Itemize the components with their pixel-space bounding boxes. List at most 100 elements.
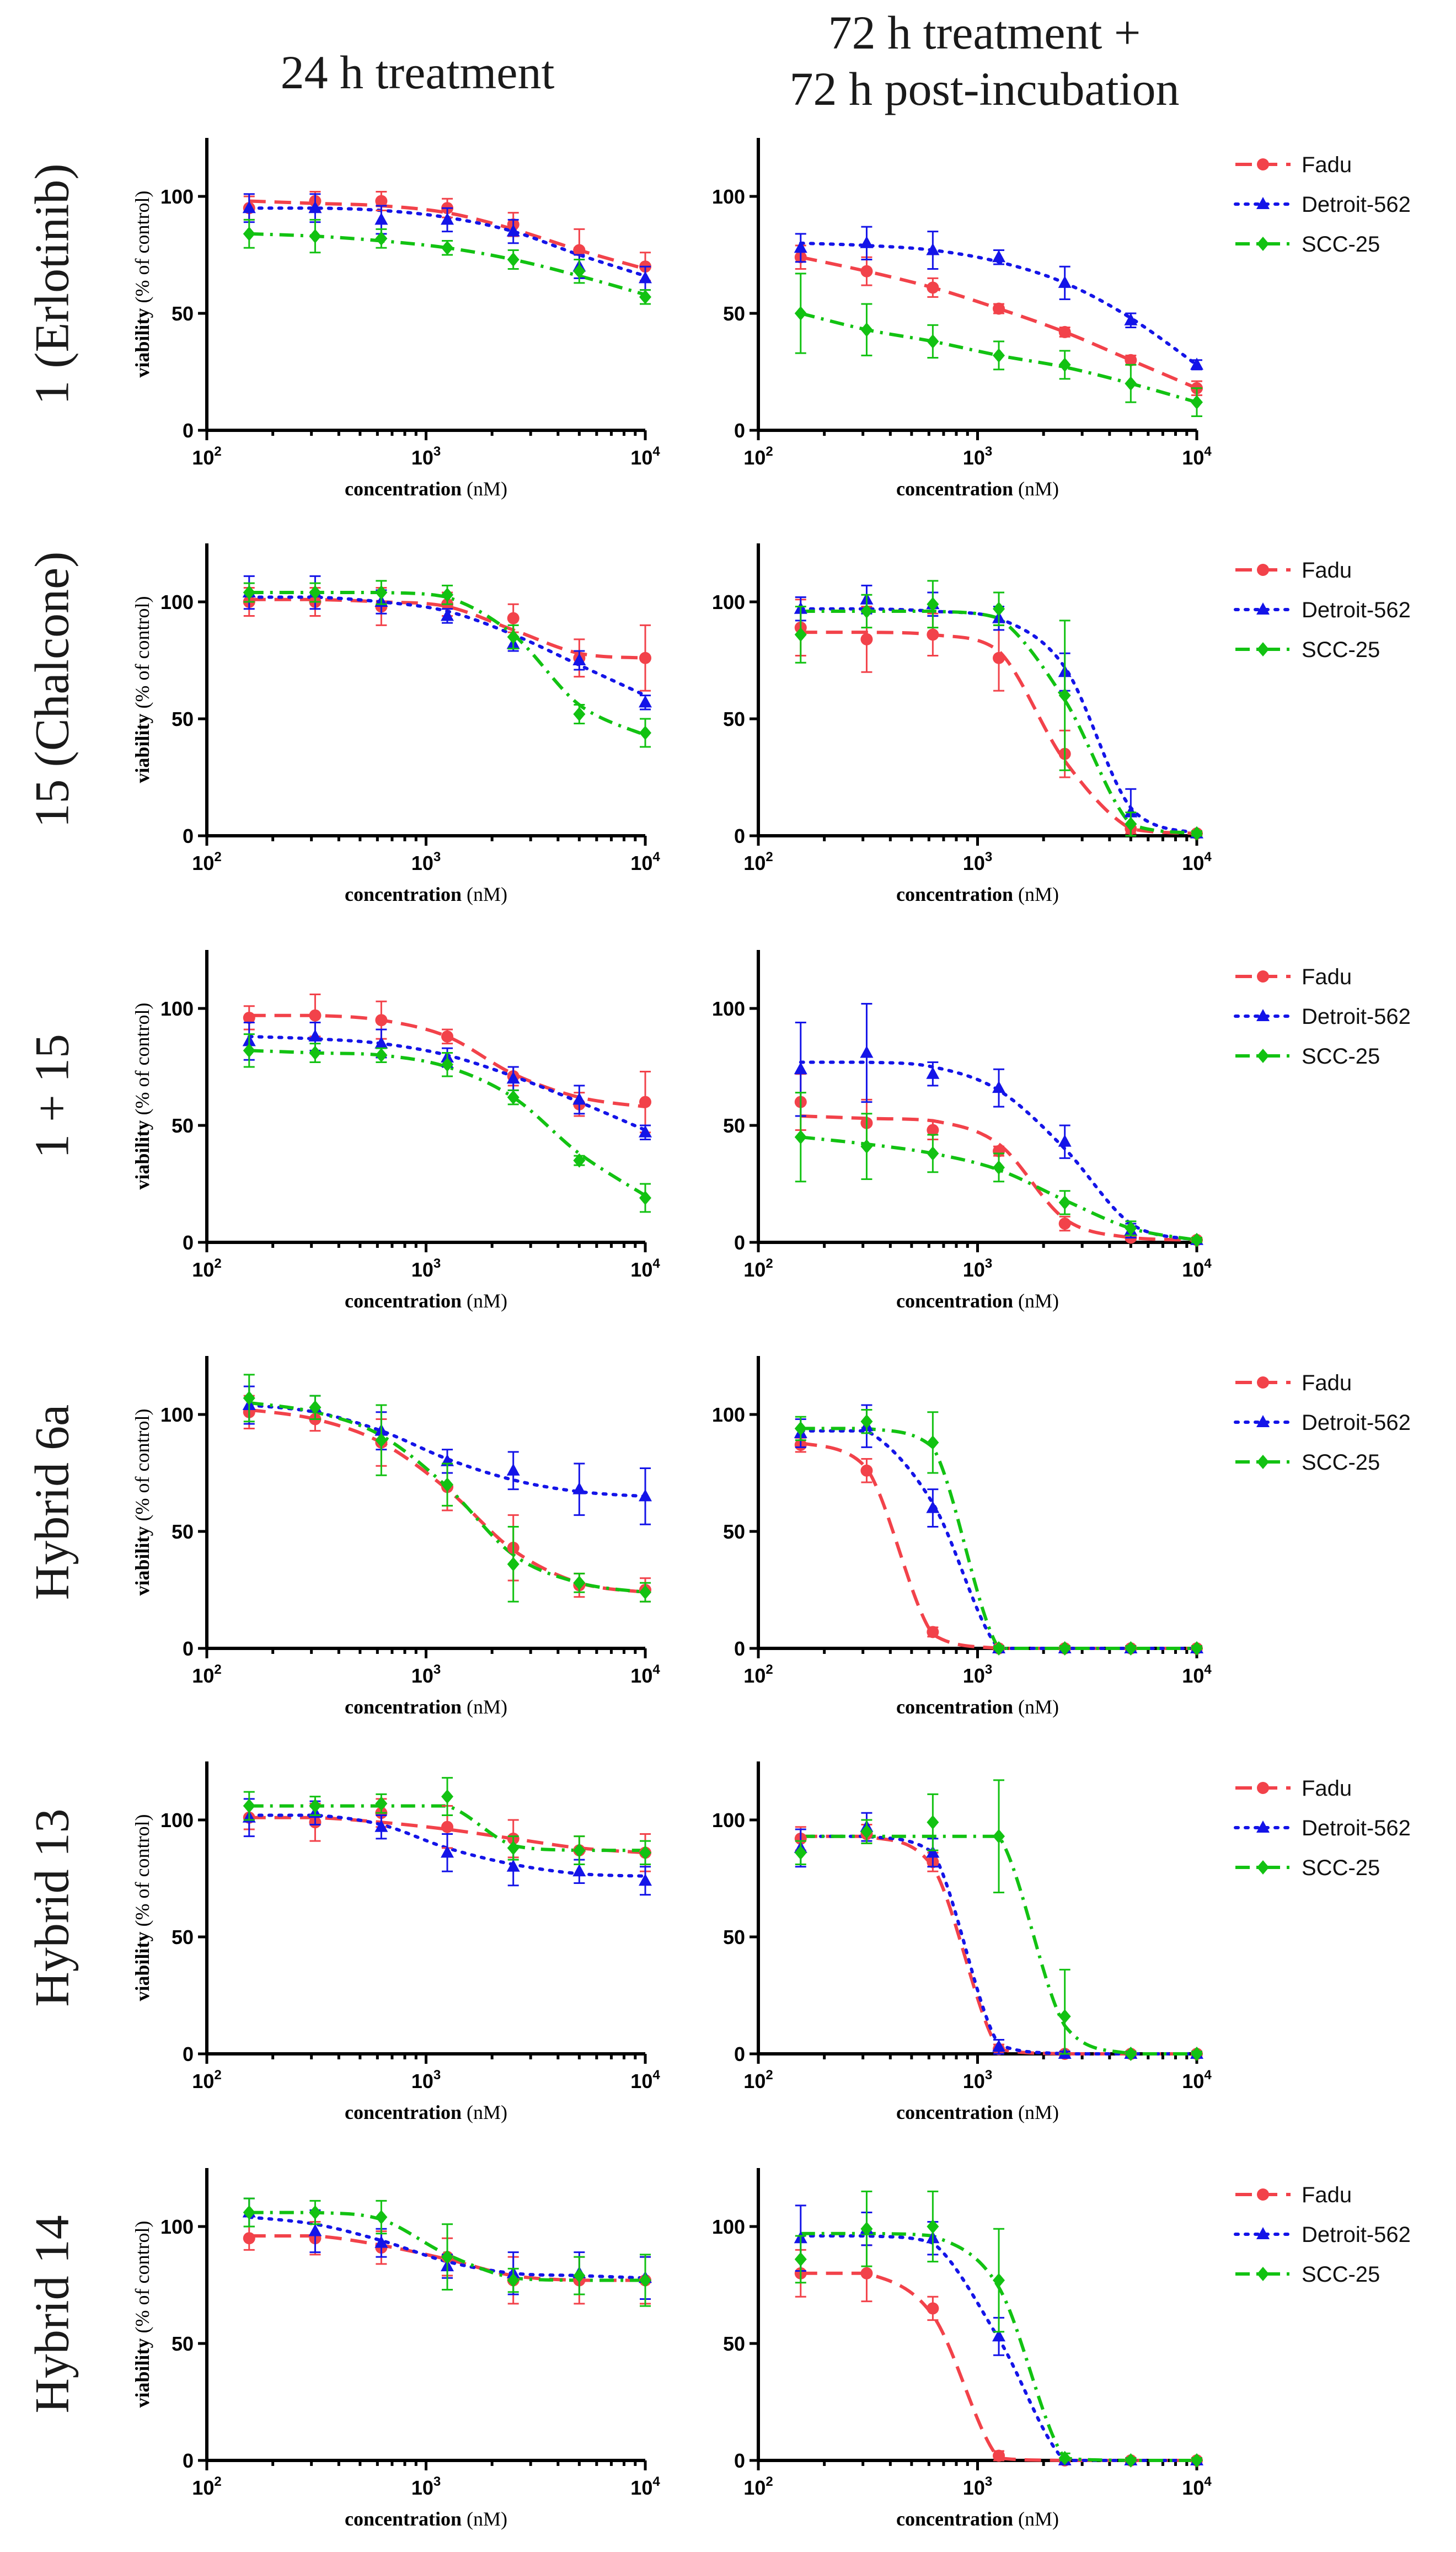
panel-4-x-tick-label-1e3: 103	[963, 850, 992, 874]
panel-6-fadu-pt5-marker	[1058, 1218, 1071, 1230]
panel-9-detroit-562-pt3-marker	[374, 1819, 388, 1832]
panel-9: 0 50 100 102 103 104 concentration (nM) viabili…	[26, 1761, 660, 2123]
panel-4-y-tick-label-50: 50	[723, 708, 745, 730]
panel-1-detroit-562-pt3-marker	[374, 212, 388, 225]
panel-6-y-tick-label-0: 0	[734, 1231, 745, 1254]
panel-10-scc-25-pt3-marker	[927, 1815, 939, 1830]
panel-1-detroit-562-pt4-marker	[441, 212, 454, 225]
panel-10-scc-25-pt2-marker	[860, 1824, 873, 1839]
panel-6-fadu-pt3-marker	[927, 1124, 939, 1136]
panel-3-y-tick-label-50: 50	[172, 708, 194, 730]
panel-11-detroit-562-pt2-marker	[308, 2224, 322, 2236]
panel-10-legend-scc-25-marker	[1257, 1860, 1269, 1875]
panel-2-fadu-pt5-marker	[1058, 325, 1071, 338]
panel-5: 0 50 100 102 103 104 concentration (nM) viabili…	[26, 950, 660, 1312]
panel-3-scc-25-pt3-marker	[375, 585, 388, 600]
panel-10-legend-fadu-marker	[1257, 1782, 1269, 1794]
panel-11-detroit-562-pt3-marker	[374, 2235, 388, 2248]
panel-8-legend-scc-25-label: SCC-25	[1302, 1450, 1380, 1475]
panel-11-scc-25-pt1-marker	[243, 2205, 255, 2220]
panel-4-legend-detroit-562-label: Detroit-562	[1302, 598, 1411, 622]
panel-12-legend-fadu-label: Fadu	[1302, 2183, 1352, 2207]
panel-2-y-tick-label-0: 0	[734, 419, 745, 442]
panel-4-scc-25-pt2-marker	[860, 604, 873, 618]
panel-8-detroit-562-pt3-marker	[926, 1501, 940, 1513]
col-title-72h-line1: 72 h treatment +	[828, 6, 1141, 59]
panel-5-fadu-pt7-marker	[639, 1096, 651, 1108]
panel-2-detroit-562-pt5-marker	[1058, 275, 1072, 288]
panel-6-legend-fadu-label: Fadu	[1302, 965, 1352, 989]
panel-12-x-tick-label-1e4: 104	[1182, 2474, 1212, 2499]
panel-5-scc-25-pt1-marker	[243, 1043, 255, 1058]
panel-4-legend-scc-25-marker	[1257, 642, 1269, 656]
panel-5-scc-25-pt5-marker	[507, 1090, 520, 1105]
panel-12-y-tick-label-100: 100	[712, 2215, 745, 2238]
panel-10-scc-25-pt7-marker	[1191, 2047, 1203, 2061]
panel-11-y-axis-title: viability (% of control)	[131, 2221, 153, 2408]
panel-12-scc-25-pt7-marker	[1191, 2453, 1203, 2468]
panel-1-y-tick-label-50: 50	[172, 302, 194, 325]
panel-7-scc-25-pt5-marker	[507, 1557, 520, 1572]
panel-11-scc-25-pt6-marker	[573, 2268, 586, 2283]
panel-7-y-tick-label-100: 100	[160, 1403, 194, 1426]
panel-5-fadu-pt4-marker	[441, 1030, 454, 1043]
panel-9-y-axis-title: viability (% of control)	[131, 1814, 153, 2001]
panel-2-x-tick-label-1e3: 103	[963, 444, 992, 469]
panel-9-detroit-562-pt5-marker	[506, 1859, 520, 1872]
panel-6-scc-25-pt7-marker	[1191, 1232, 1203, 1247]
panel-5-detroit-562-pt2-marker	[308, 1029, 322, 1042]
panel-1-scc-25-pt7-marker	[639, 290, 651, 305]
panel-2-scc-25-pt3-marker	[927, 334, 939, 349]
panel-2-scc-25-pt2-marker	[860, 322, 873, 337]
panel-5-fadu-pt2-marker	[309, 1009, 322, 1022]
panel-5-scc-25-pt4-marker	[441, 1057, 454, 1072]
panel-9-x-tick-label-1e3: 103	[411, 2068, 441, 2092]
panel-12-y-tick-label-0: 0	[734, 2449, 745, 2472]
panel-2-y-tick-label-50: 50	[723, 302, 745, 325]
panel-5-y-tick-label-100: 100	[160, 997, 194, 1020]
panel-6-y-tick-label-100: 100	[712, 997, 745, 1020]
panel-3-scc-25-pt2-marker	[309, 585, 322, 600]
panel-10-scc-25-pt6-marker	[1125, 2047, 1137, 2061]
panel-2-scc-25-pt4-marker	[993, 348, 1005, 363]
row-label-hybrid-13: Hybrid 13	[26, 1808, 79, 2006]
panel-10-x-tick-label-1e2: 102	[743, 2068, 773, 2092]
panel-10: 0 50 100 102 103 104 concentration (nM) Fadu Det…	[712, 1761, 1411, 2123]
panel-1-x-tick-label-1e3: 103	[411, 444, 441, 469]
panel-2-fadu-pt4-marker	[993, 302, 1005, 315]
panel-5-y-axis-title: viability (% of control)	[131, 1003, 153, 1190]
panel-12-x-tick-label-1e2: 102	[743, 2474, 773, 2499]
panel-7-x-tick-label-1e4: 104	[630, 1662, 660, 1687]
panel-12-x-tick-label-1e3: 103	[963, 2474, 992, 2499]
panel-6-scc-25-pt6-marker	[1125, 1221, 1137, 1236]
panel-12-legend-scc-25-label: SCC-25	[1302, 2262, 1380, 2287]
panel-2-y-tick-label-100: 100	[712, 185, 745, 208]
panel-7-detroit-562-pt5-marker	[506, 1463, 520, 1476]
panel-7-y-axis-title: viability (% of control)	[131, 1409, 153, 1596]
panel-7-scc-25-pt3-marker	[375, 1433, 388, 1448]
panel-11-scc-25-pt2-marker	[309, 2205, 322, 2220]
panel-7-scc-25-pt4-marker	[441, 1477, 454, 1492]
panel-6-scc-25-pt1-marker	[794, 1130, 807, 1145]
panel-6-detroit-562-pt5-marker	[1058, 1134, 1072, 1147]
panel-8-legend-fadu-marker	[1257, 1376, 1269, 1389]
panel-9-x-axis-title: concentration (nM)	[345, 2101, 507, 2123]
panel-4-fadu-pt4-marker	[993, 652, 1005, 664]
panel-10-y-tick-label-50: 50	[723, 1926, 745, 1948]
panel-2-detroit-562-pt6-marker	[1124, 313, 1138, 325]
panel-1-fadu-pt3-marker	[375, 195, 388, 207]
panel-12-legend-detroit-562-marker	[1256, 2227, 1270, 2239]
col-title-72h-line2: 72 h post-incubation	[789, 62, 1179, 115]
panel-11-scc-25-pt4-marker	[441, 2250, 454, 2265]
panel-6-detroit-562-pt3-marker	[926, 1066, 940, 1079]
panel-12-legend-detroit-562-label: Detroit-562	[1302, 2223, 1411, 2247]
panel-8-scc-25-pt6-marker	[1125, 1641, 1137, 1656]
panel-10-y-tick-label-0: 0	[734, 2043, 745, 2065]
panel-8-scc-25-pt5-marker	[1058, 1641, 1071, 1656]
panels-group: 0 50 100 102 103 104 concentration (nM) viabili…	[26, 138, 1411, 2530]
panel-7-scc-25-pt6-marker	[573, 1576, 586, 1590]
panel-9-detroit-562-pt4-marker	[441, 1845, 454, 1858]
panel-4-scc-25-pt7-marker	[1191, 826, 1203, 841]
panel-5-scc-25-pt2-marker	[309, 1045, 322, 1060]
